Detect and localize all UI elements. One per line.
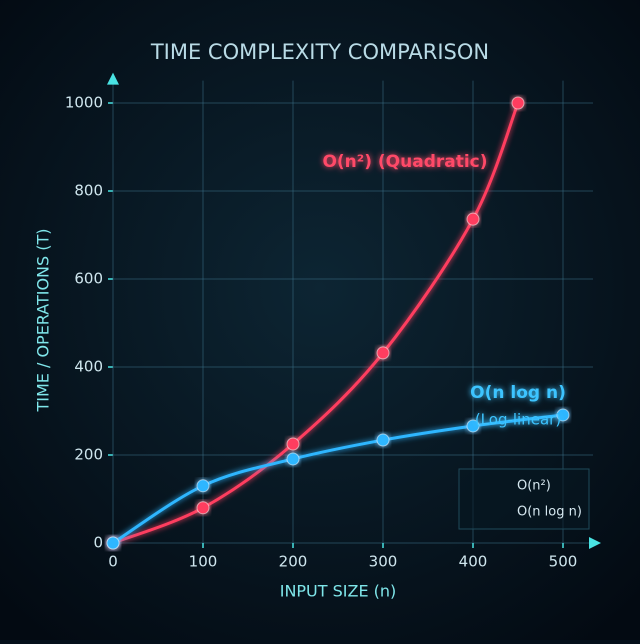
legend-label: O(n²) [517,479,551,494]
annotation: O(n²) (Quadratic) [322,152,487,172]
chart-title: TIME COMPLEXITY COMPARISON [150,40,489,64]
data-point [511,96,525,110]
x-axis-label: INPUT SIZE (n) [280,582,397,601]
y-tick-label: 1000 [65,94,103,112]
x-tick-label: 300 [369,553,398,571]
data-point [196,501,210,515]
x-tick-label: 400 [459,553,488,571]
plot [106,96,570,550]
data-point [556,408,570,422]
data-point [106,536,120,550]
data-point [286,452,300,466]
x-tick-label: 200 [279,553,308,571]
y-axis-label: TIME / OPERATIONS (T) [34,228,53,412]
data-point [376,433,390,447]
annotation: (Log-linear) [475,411,561,429]
y-tick-label: 600 [74,270,103,288]
y-tick-label: 200 [74,446,103,464]
x-tick-label: 500 [549,553,578,571]
data-point [196,479,210,493]
data-point [466,212,480,226]
y-tick-label: 800 [74,182,103,200]
x-tick-label: 100 [189,553,218,571]
annotation: O(n log n) [470,383,566,403]
series-line [112,413,564,545]
y-axis-arrow [107,72,119,85]
y-tick-label: 400 [74,358,103,376]
data-point [286,437,300,451]
legend-label: O(n log n) [517,505,582,520]
data-point [376,346,390,360]
data-point [466,419,480,433]
x-tick-label: 0 [108,553,118,571]
y-tick-label: 0 [93,534,103,552]
legend-box [458,468,590,530]
x-axis-arrow [589,537,601,549]
